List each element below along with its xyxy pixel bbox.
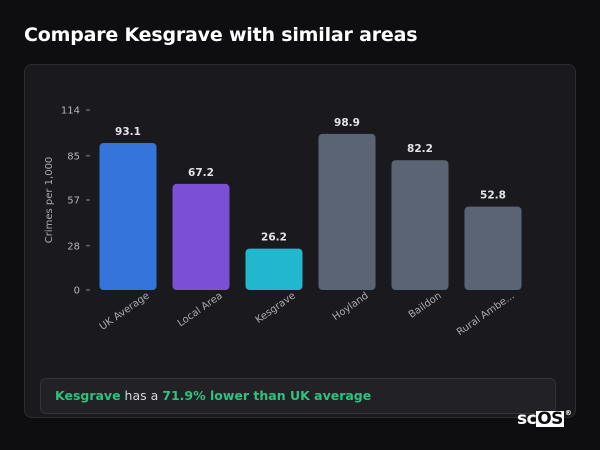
bar-value-label: 26.2: [261, 232, 287, 244]
x-tick-label: Local Area: [176, 290, 225, 329]
y-tick-label: 28: [67, 241, 80, 252]
insight-text: has a: [120, 388, 163, 403]
bar-value-label: 67.2: [188, 167, 214, 179]
y-axis-label: Crimes per 1,000: [44, 157, 55, 244]
bar: [391, 160, 449, 290]
brand-boxed: OS: [536, 409, 564, 429]
bar-value-label: 52.8: [480, 190, 506, 202]
y-tick-label: 0: [74, 286, 80, 297]
bar-value-label: 98.9: [334, 117, 360, 129]
insight-area: Kesgrave: [55, 388, 121, 403]
y-tick-label: 85: [67, 151, 80, 162]
brand-prefix: sc: [517, 409, 537, 429]
x-tick-label: Baildon: [407, 290, 444, 320]
x-tick-label: Kesgrave: [254, 290, 298, 325]
y-tick-label: 114: [61, 106, 80, 117]
insight-highlight: 71.9% lower than UK average: [162, 388, 372, 403]
bar: [99, 143, 157, 290]
bar: [245, 248, 303, 290]
x-tick-label: Hoyland: [331, 290, 371, 323]
x-tick-label: UK Average: [98, 290, 152, 332]
brand-mark: ®: [564, 409, 572, 417]
insight-banner: Kesgrave has a 71.9% lower than UK avera…: [40, 378, 556, 414]
x-tick-label: Rural Ambe...: [455, 290, 517, 338]
bar-value-label: 93.1: [115, 126, 141, 138]
page-title: Compare Kesgrave with similar areas: [24, 24, 418, 46]
bar-value-label: 82.2: [407, 143, 433, 155]
bar: [318, 133, 376, 290]
bar: [172, 183, 230, 290]
y-tick-label: 57: [67, 196, 80, 207]
brand-logo: scOS ®: [517, 409, 572, 429]
bar: [464, 206, 522, 290]
